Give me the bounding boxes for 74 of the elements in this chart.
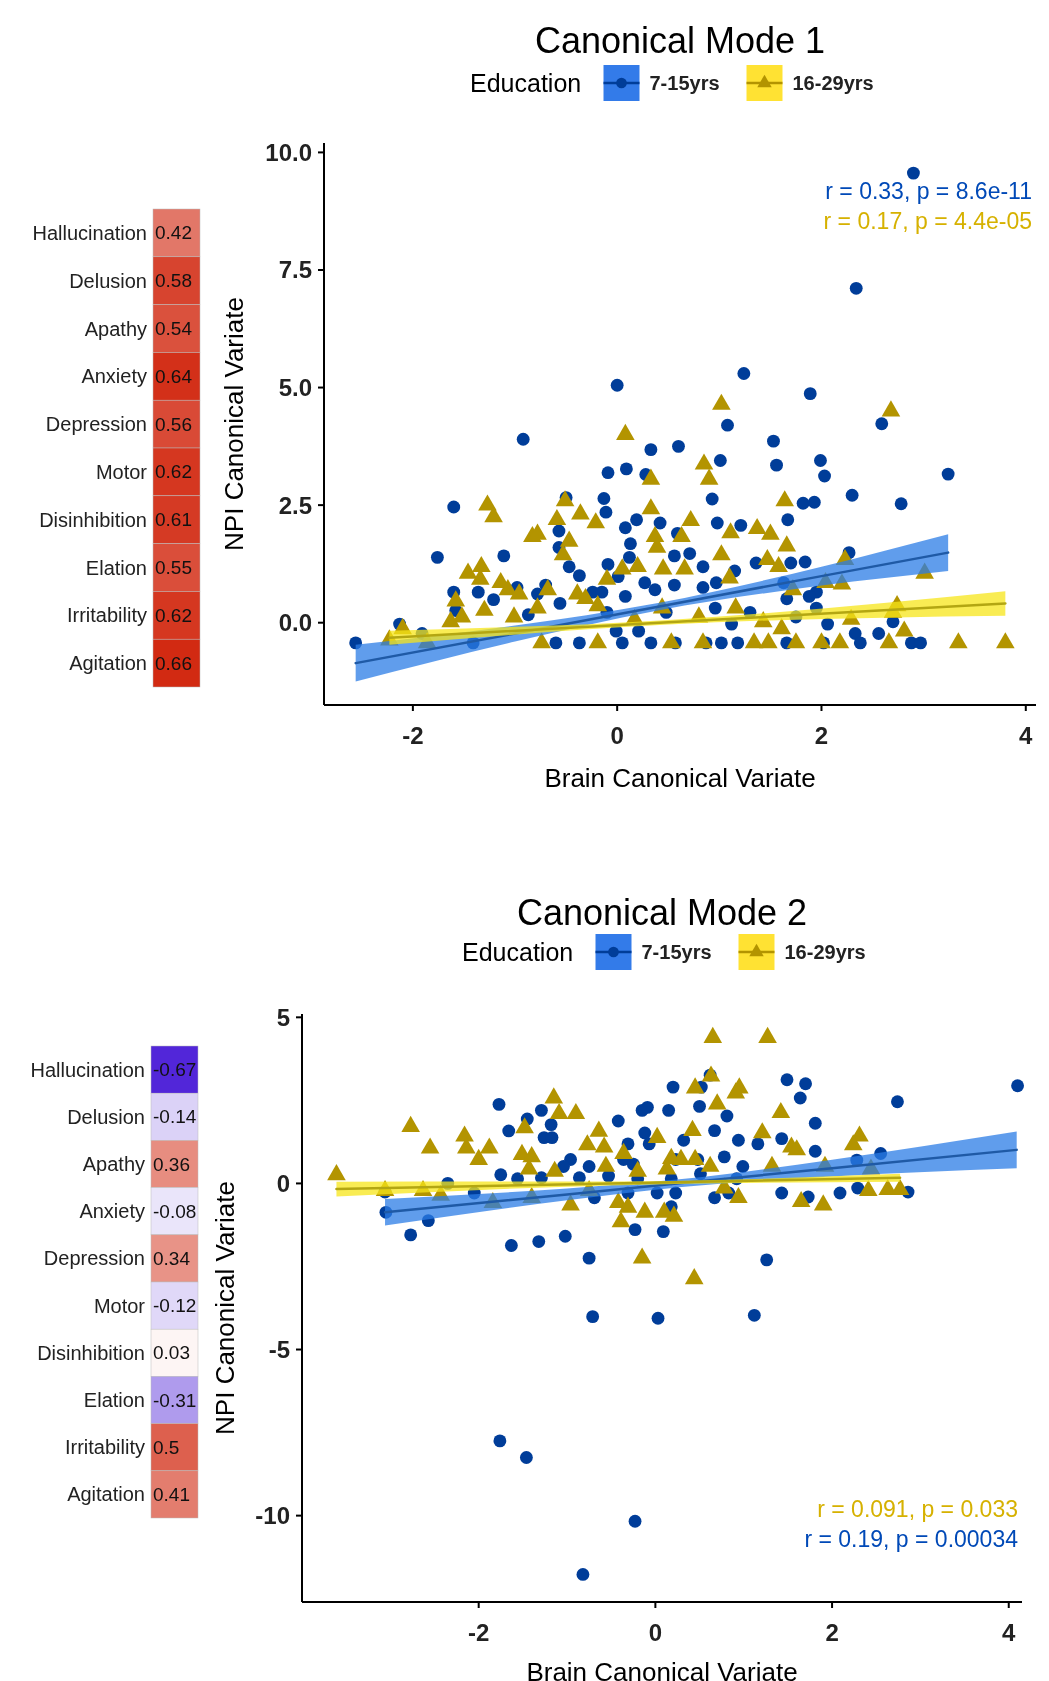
y-tick-label: Agitation <box>67 1483 145 1506</box>
data-label: 0.61 <box>155 509 192 531</box>
line-series <box>354 551 950 665</box>
y-tick-label: Hallucination <box>32 221 147 244</box>
y-tick-label: Delusion <box>67 1105 145 1128</box>
x-tick-label: 4 <box>1002 1618 1017 1646</box>
annotation: r = 0.19, p = 0.00034 <box>804 1526 1019 1552</box>
x-tick-label: 2 <box>814 721 829 749</box>
y-tick-label: 0 <box>276 1169 290 1197</box>
y-tick-label: Apathy <box>82 1153 145 1175</box>
legend-title: Education <box>470 69 582 97</box>
y-tick-label: Anxiety <box>81 365 147 388</box>
y-tick-label: Delusion <box>69 269 147 292</box>
data-label: -0.31 <box>153 1389 197 1411</box>
data-label: 0.62 <box>155 461 192 483</box>
x-tick-label: 0 <box>610 721 624 749</box>
annotation: r = 0.091, p = 0.033 <box>817 1496 1018 1522</box>
data-label: 0.36 <box>153 1153 190 1175</box>
y-tick-label: -5 <box>268 1336 290 1364</box>
data-label: 0.55 <box>155 557 192 578</box>
y-tick-label: Hallucination <box>30 1058 145 1081</box>
data-label: 0.64 <box>155 365 193 387</box>
y-tick-label: Elation <box>83 1389 145 1411</box>
data-label: 0.5 <box>153 1436 180 1458</box>
y-tick-label: 5 <box>276 1003 290 1031</box>
x-tick-label: 0 <box>648 1618 663 1646</box>
y-axis-title: NPI Canonical Variate <box>210 1181 240 1435</box>
legend-label: 16-29yrs <box>784 941 866 963</box>
y-tick-label: Motor <box>93 1294 146 1317</box>
x-tick-label: 2 <box>825 1618 839 1646</box>
x-tick-label: -2 <box>402 721 424 749</box>
y-tick-label: Anxiety <box>79 1200 145 1223</box>
y-tick-label: 10.0 <box>265 138 312 166</box>
chart-title: Canonical Mode 1 <box>534 19 826 61</box>
annotation: r = 0.33, p = 8.6e-11 <box>825 178 1032 204</box>
x-axis-title: Brain Canonical Variate <box>544 763 816 793</box>
data-label: -0.67 <box>153 1059 197 1081</box>
data-label: -0.12 <box>153 1295 197 1317</box>
data-label: 0.41 <box>153 1483 190 1505</box>
y-tick-label: Irritability <box>66 604 147 627</box>
data-label: 0.66 <box>155 652 192 674</box>
x-tick-label: 4 <box>1019 721 1034 749</box>
y-tick-label: Motor <box>95 460 148 483</box>
y-tick-label: Depression <box>45 413 147 436</box>
y-tick-label: Elation <box>85 556 147 579</box>
legend-label: 7-15yrs <box>641 941 712 963</box>
data-label: 0.58 <box>155 270 192 292</box>
data-label: 0.03 <box>153 1342 190 1364</box>
annotation: r = 0.17, p = 4.4e-05 <box>823 208 1032 234</box>
legend-label: 7-15yrs <box>649 72 720 94</box>
y-tick-label: 0.0 <box>278 609 312 637</box>
y-tick-label: Depression <box>43 1247 145 1270</box>
data-label: 0.56 <box>155 413 192 435</box>
data-label: 0.42 <box>155 222 192 244</box>
y-tick-label: 5.0 <box>278 374 312 402</box>
x-tick-label: -2 <box>468 1618 490 1646</box>
y-tick-label: -10 <box>255 1502 290 1530</box>
data-label: 0.62 <box>155 604 192 626</box>
data-label: -0.08 <box>153 1200 197 1222</box>
y-tick-label: Agitation <box>69 652 147 675</box>
y-tick-label: 2.5 <box>278 491 312 519</box>
y-tick-label: Irritability <box>64 1436 145 1459</box>
y-tick-label: 7.5 <box>278 256 312 284</box>
y-axis-title: NPI Canonical Variate <box>219 297 249 551</box>
data-label: -0.14 <box>153 1106 197 1128</box>
y-tick-label: Disinhibition <box>37 1341 145 1364</box>
data-label: 0.54 <box>155 318 193 339</box>
y-tick-label: Apathy <box>84 317 147 340</box>
y-tick-label: Disinhibition <box>39 508 147 531</box>
legend-label: 16-29yrs <box>792 72 874 94</box>
data-label: 0.34 <box>153 1247 191 1269</box>
legend-title: Education <box>462 938 574 966</box>
x-axis-title: Brain Canonical Variate <box>526 1657 798 1681</box>
chart-title: Canonical Mode 2 <box>516 891 808 933</box>
